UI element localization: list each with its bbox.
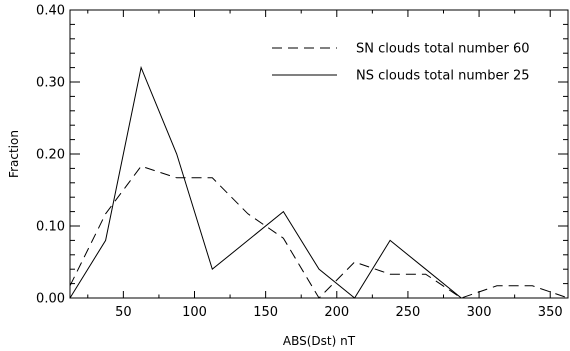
y-tick-label: 0.30 xyxy=(36,76,65,91)
y-tick-label: 0.10 xyxy=(36,220,65,235)
x-tick-label: 300 xyxy=(467,305,492,320)
x-tick-label: 200 xyxy=(324,305,349,320)
y-tick-label: 0.20 xyxy=(36,148,65,163)
x-tick-label: 100 xyxy=(182,305,207,320)
x-tick-label: 50 xyxy=(115,305,132,320)
legend-label: SN clouds total number 60 xyxy=(356,42,530,57)
y-tick-label: 0.40 xyxy=(36,4,65,19)
x-tick-label: 350 xyxy=(538,305,563,320)
y-tick-label: 0.00 xyxy=(36,292,65,307)
series-line-sn xyxy=(69,165,569,299)
y-axis-title: Fraction xyxy=(7,130,21,178)
series-line-ns xyxy=(69,65,462,299)
x-axis-title: ABS(Dst) nT xyxy=(283,334,356,348)
x-tick-label: 150 xyxy=(253,305,278,320)
x-tick-label: 250 xyxy=(396,305,421,320)
legend-label: NS clouds total number 25 xyxy=(356,69,530,84)
